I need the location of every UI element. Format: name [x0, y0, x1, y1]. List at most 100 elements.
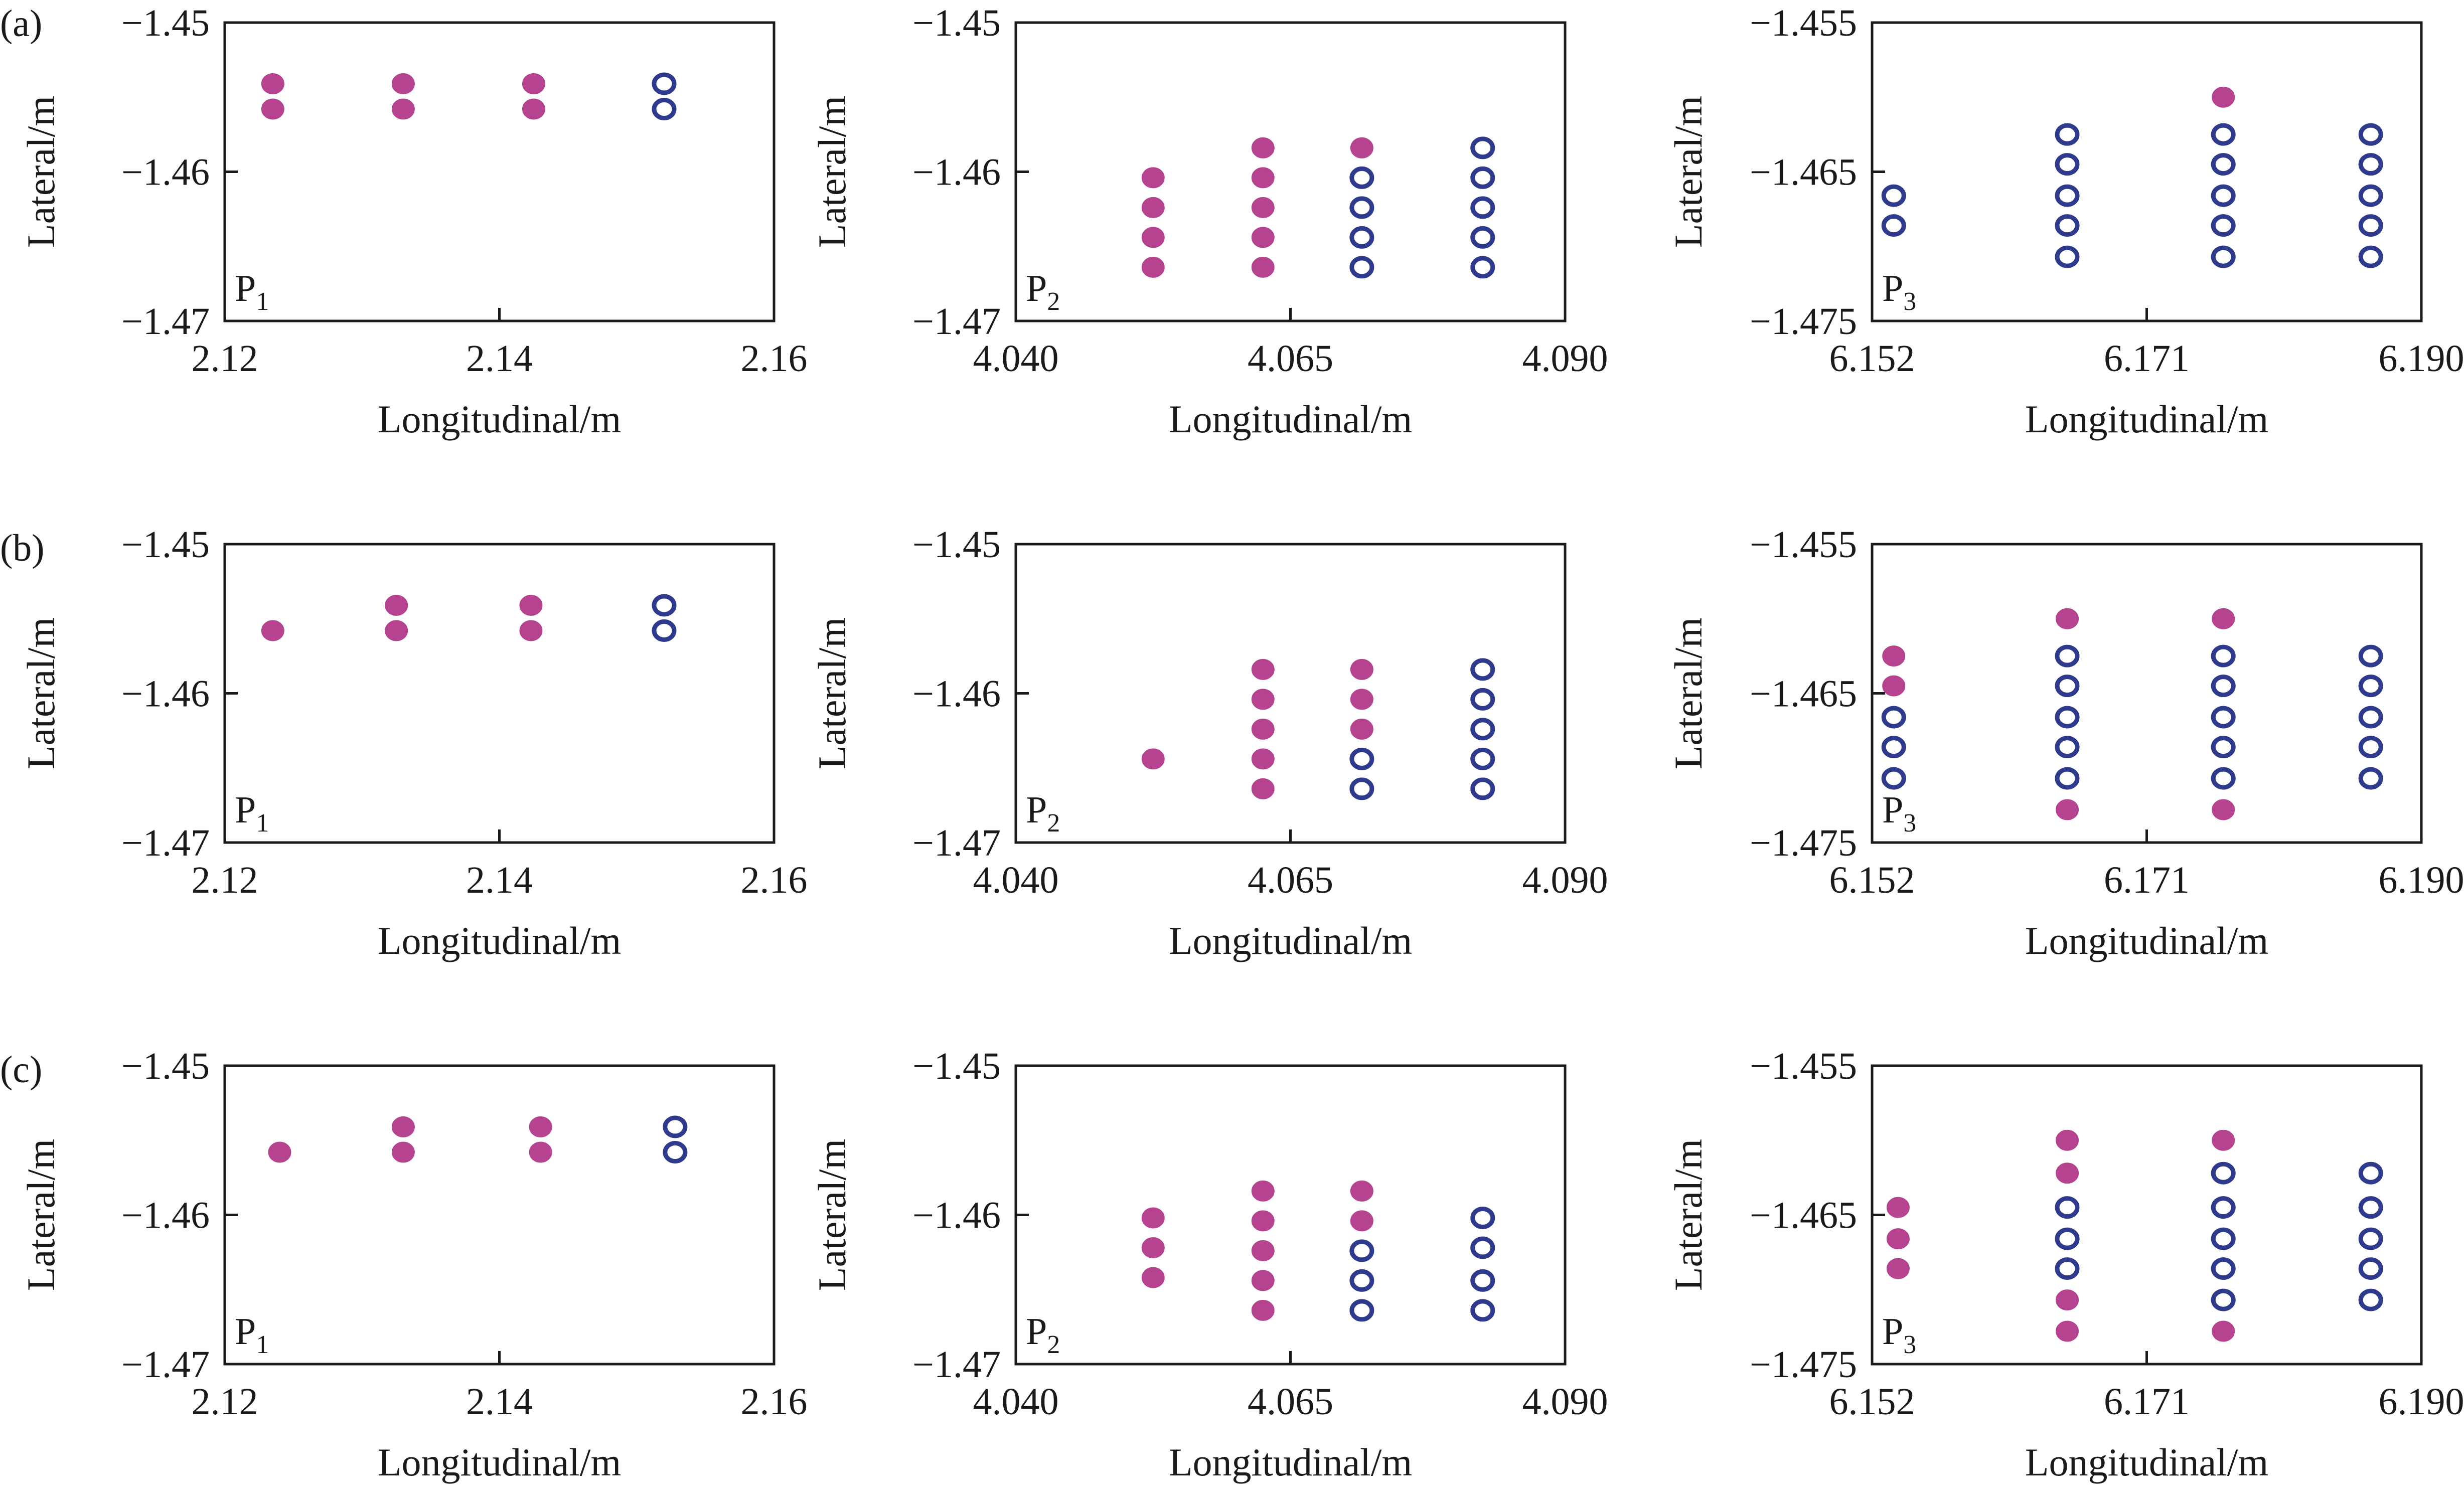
x-tick-label: 4.065 — [1248, 1381, 1333, 1423]
data-point-filled — [1251, 1180, 1275, 1202]
chart-panel-b1: 2.12 2.14 2.16 −1.45 −1.46 −1.47 Longitudinal/… — [19, 524, 808, 962]
x-tick-label: 6.152 — [1829, 1381, 1915, 1423]
x-tick-label: 2.16 — [741, 1381, 808, 1423]
data-point-hollow — [1349, 777, 1374, 800]
y-tick-label: −1.45 — [121, 524, 210, 566]
data-point-filled — [391, 1116, 415, 1137]
panel-label: P3 — [1882, 1310, 1916, 1359]
x-axis-label: Longitudinal/m — [378, 397, 621, 441]
data-point-filled — [1350, 658, 1373, 680]
panel-label-subscript: 3 — [1903, 809, 1916, 838]
data-point-hollow — [2211, 1227, 2236, 1250]
data-point-hollow — [2358, 1227, 2383, 1250]
x-tick-label: 2.14 — [466, 1381, 533, 1423]
x-tick-label: 4.065 — [1248, 338, 1333, 380]
data-point-filled — [385, 594, 408, 616]
data-point-hollow — [2055, 1196, 2080, 1219]
y-tick-label: −1.47 — [912, 1344, 1001, 1386]
data-point-hollow — [2358, 214, 2383, 237]
data-point-hollow — [2211, 184, 2236, 207]
data-point-hollow — [2211, 1288, 2236, 1311]
data-point-hollow — [2055, 706, 2080, 729]
data-point-filled — [1350, 1180, 1373, 1202]
x-tick-label: 4.040 — [973, 1381, 1059, 1423]
plot-frame — [1871, 543, 2423, 844]
data-point-hollow — [2358, 123, 2383, 146]
plot-frame — [223, 543, 776, 844]
data-point-filled — [1251, 689, 1275, 710]
y-tick-label: −1.47 — [121, 1344, 210, 1386]
x-tick-label: 2.16 — [741, 338, 808, 380]
x-tick-label: 4.090 — [1522, 1381, 1608, 1423]
data-point-filled — [1886, 1197, 1910, 1218]
plot-frame — [223, 1064, 776, 1366]
data-point-filled — [519, 594, 543, 616]
x-axis-label: Longitudinal/m — [2025, 1440, 2268, 1484]
data-point-hollow — [1470, 688, 1495, 711]
y-axis-label: Lateral/m — [19, 96, 63, 248]
data-point-hollow — [2358, 1196, 2383, 1219]
y-tick-label: −1.47 — [912, 822, 1001, 864]
row-label-a: (a) — [0, 3, 42, 45]
data-point-hollow — [652, 594, 677, 617]
x-tick-label: 4.065 — [1248, 859, 1333, 901]
x-tick-label: 4.090 — [1522, 859, 1608, 901]
x-axis-label: Longitudinal/m — [1169, 919, 1412, 962]
data-point-hollow — [2055, 1257, 2080, 1280]
data-point-hollow — [1470, 166, 1495, 189]
data-point-filled — [1886, 1228, 1910, 1250]
data-point-hollow — [1349, 1239, 1374, 1262]
y-axis-label: Lateral/m — [1666, 1139, 1710, 1291]
panel-label: P1 — [235, 789, 269, 838]
panel-label-subscript: 3 — [1903, 1330, 1916, 1359]
data-point-filled — [1886, 1258, 1910, 1279]
x-tick-label: 6.190 — [2379, 1381, 2464, 1423]
x-tick-label: 6.152 — [1829, 338, 1915, 380]
y-tick-label: −1.46 — [912, 673, 1001, 715]
data-point-hollow — [2358, 1288, 2383, 1311]
row-label-b: (b) — [0, 527, 45, 569]
y-tick-label: −1.465 — [1750, 1195, 1857, 1237]
data-point-hollow — [2358, 184, 2383, 207]
data-point-filled — [529, 1116, 552, 1137]
data-point-hollow — [2358, 767, 2383, 790]
data-point-filled — [2212, 1320, 2235, 1342]
data-point-hollow — [663, 1141, 688, 1164]
data-point-filled — [1251, 256, 1275, 278]
x-axis-label: Longitudinal/m — [1169, 397, 1412, 441]
data-point-filled — [1882, 675, 1906, 697]
data-point-filled — [1251, 1270, 1275, 1291]
data-point-hollow — [2055, 153, 2080, 176]
y-axis-label: Lateral/m — [19, 617, 63, 769]
data-point-filled — [1350, 718, 1373, 740]
y-tick-label: −1.455 — [1750, 2, 1857, 44]
panel-label: P1 — [235, 1310, 269, 1359]
data-point-filled — [2212, 86, 2235, 108]
y-axis-label: Lateral/m — [810, 1139, 854, 1291]
data-point-filled — [2212, 608, 2235, 629]
y-tick-label: −1.46 — [121, 673, 210, 715]
x-tick-label: 6.190 — [2379, 338, 2464, 380]
data-point-hollow — [2211, 214, 2236, 237]
panel-label: P2 — [1026, 1310, 1060, 1359]
data-point-filled — [1251, 1240, 1275, 1261]
data-point-hollow — [1470, 226, 1495, 249]
y-tick-label: −1.45 — [912, 2, 1001, 44]
data-point-filled — [1251, 227, 1275, 248]
y-tick-label: −1.45 — [121, 2, 210, 44]
data-point-hollow — [2358, 1161, 2383, 1185]
data-point-hollow — [2211, 153, 2236, 176]
data-point-filled — [2056, 608, 2079, 629]
data-point-filled — [1251, 718, 1275, 740]
data-point-hollow — [1470, 1269, 1495, 1292]
data-point-filled — [385, 620, 408, 641]
x-tick-label: 2.14 — [466, 859, 533, 901]
y-tick-label: −1.475 — [1750, 300, 1857, 343]
data-point-hollow — [1470, 196, 1495, 219]
data-point-hollow — [1349, 196, 1374, 219]
data-point-filled — [1141, 227, 1165, 248]
panel-label: P2 — [1026, 789, 1060, 838]
panel-label-subscript: 1 — [256, 1330, 269, 1359]
panel-label-subscript: 2 — [1047, 809, 1060, 838]
x-tick-label: 6.171 — [2104, 338, 2190, 380]
